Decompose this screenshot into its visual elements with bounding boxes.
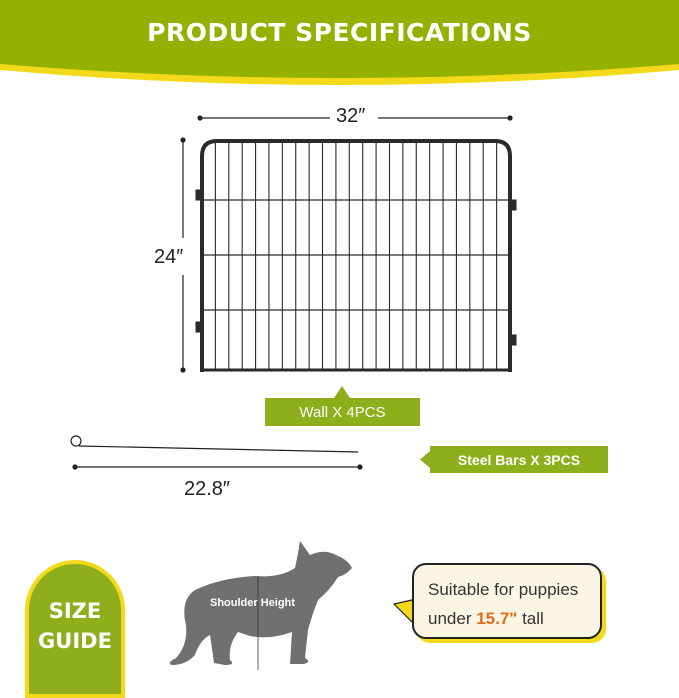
bars-tag-arrow [420, 451, 430, 468]
callout-text: under [428, 609, 477, 628]
steel-bar-drawing [70, 435, 363, 470]
height-label: 24″ [154, 246, 184, 268]
width-label: 32″ [336, 105, 366, 127]
shoulder-height-label: Shoulder Height [210, 597, 295, 609]
size-guide-line2: GUIDE [38, 629, 112, 653]
steel-bar-length-label: 22.8″ [184, 478, 231, 500]
callout-line2: under 15.7" tall [428, 604, 600, 633]
suitability-callout: Suitable for puppies under 15.7" tall [412, 563, 602, 639]
callout-line1: Suitable for puppies [428, 580, 579, 599]
fence-panel [195, 139, 517, 372]
wall-tag-arrow [334, 386, 350, 398]
height-limit: 15.7" [476, 609, 518, 628]
illustration-canvas [0, 0, 679, 670]
page-title: PRODUCT SPECIFICATIONS [147, 18, 532, 47]
callout-pointer [392, 599, 413, 623]
dog-silhouette [169, 541, 352, 665]
size-guide-badge: SIZE GUIDE [25, 560, 125, 698]
steel-bars-quantity-tag: Steel Bars X 3PCS [430, 446, 608, 473]
width-dimension-line [180, 115, 513, 373]
size-guide-line1: SIZE [48, 599, 102, 623]
wall-quantity-tag: Wall X 4PCS [265, 398, 420, 426]
callout-text-end: tall [517, 609, 544, 628]
